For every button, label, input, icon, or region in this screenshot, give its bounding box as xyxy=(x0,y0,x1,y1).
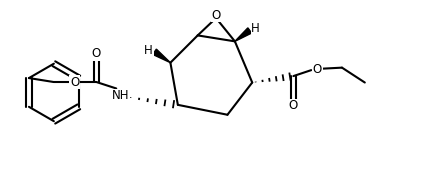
Text: O: O xyxy=(289,99,298,112)
Text: O: O xyxy=(92,47,101,60)
Text: O: O xyxy=(70,75,79,89)
Text: H: H xyxy=(144,44,153,57)
Polygon shape xyxy=(153,49,170,63)
Text: O: O xyxy=(211,8,220,22)
Polygon shape xyxy=(235,28,252,41)
Text: NH: NH xyxy=(111,89,129,102)
Text: H: H xyxy=(251,22,260,36)
Text: O: O xyxy=(312,63,322,76)
